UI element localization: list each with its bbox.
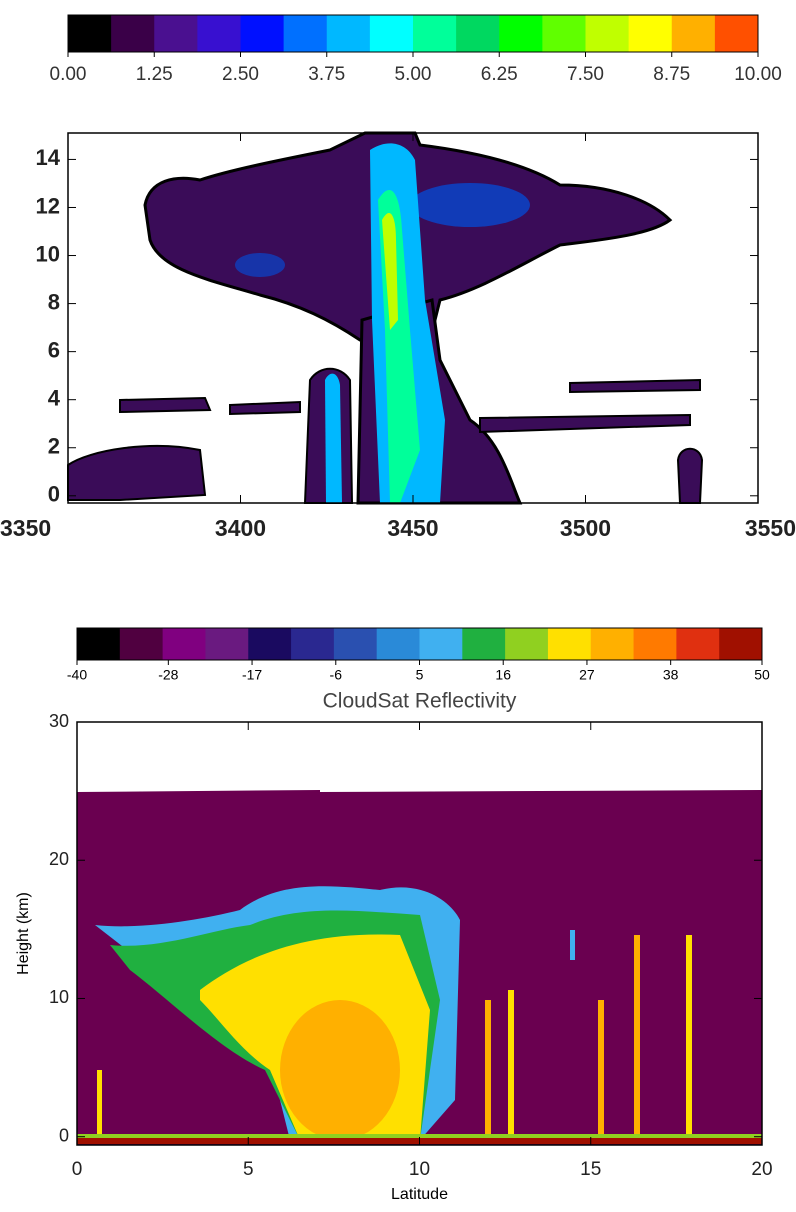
colorbar-swatch bbox=[505, 628, 549, 660]
colorbar-swatch bbox=[240, 15, 285, 52]
colorbar-tick-label: -6 bbox=[330, 667, 343, 683]
colorbar-swatch bbox=[628, 15, 673, 52]
y-tick-label: 0 bbox=[59, 1125, 69, 1145]
colorbar-swatch bbox=[248, 628, 292, 660]
y-tick-label: 0 bbox=[48, 482, 60, 507]
x-axis-label: Latitude bbox=[391, 1186, 448, 1203]
colorbar-swatch bbox=[283, 15, 328, 52]
colorbar-tick-label: 1.25 bbox=[136, 64, 173, 85]
colorbar-swatch bbox=[333, 628, 378, 660]
colorbar-tick-label: 16 bbox=[495, 667, 511, 683]
colorbar-tick-label: -40 bbox=[67, 667, 87, 683]
colorbar-tick-label: 6.25 bbox=[481, 64, 518, 85]
colorbar-tick-label: 5.00 bbox=[395, 64, 432, 85]
x-tick-label: 15 bbox=[580, 1159, 601, 1180]
colorbar-swatch bbox=[585, 15, 630, 52]
colorbar-swatch bbox=[671, 15, 716, 52]
x-tick-label: 3550 bbox=[745, 515, 796, 541]
y-tick-label: 6 bbox=[48, 337, 60, 362]
colorbar-swatch bbox=[547, 628, 592, 660]
x-tick-label: 5 bbox=[243, 1159, 254, 1180]
x-tick-label: 0 bbox=[72, 1159, 83, 1180]
colorbar-swatch bbox=[419, 628, 463, 660]
colorbar-tick-label: -28 bbox=[158, 667, 178, 683]
colorbar-tick-label: 27 bbox=[579, 667, 595, 683]
y-tick-label: 12 bbox=[36, 193, 60, 218]
x-tick-label: 3500 bbox=[560, 515, 611, 541]
colorbar-tick-label: 7.50 bbox=[567, 64, 604, 85]
colorbar-tick-label: 5 bbox=[416, 667, 424, 683]
y-tick-label: 30 bbox=[49, 711, 69, 731]
colorbar-tick-label: 2.50 bbox=[222, 64, 259, 85]
y-tick-label: 10 bbox=[49, 987, 69, 1007]
colorbar-tick-label: 0.00 bbox=[50, 64, 87, 85]
x-tick-label: 3450 bbox=[387, 515, 438, 541]
x-tick-label: 10 bbox=[409, 1159, 430, 1180]
y-axis-label: Height (km) bbox=[15, 892, 32, 975]
colorbar-swatch bbox=[197, 15, 241, 52]
colorbar-swatch bbox=[413, 15, 457, 52]
colorbar-tick-label: 3.75 bbox=[308, 64, 345, 85]
colorbar-swatch bbox=[291, 628, 335, 660]
colorbar-swatch bbox=[68, 15, 112, 52]
y-tick-label: 20 bbox=[49, 849, 69, 869]
colorbar-swatch bbox=[499, 15, 543, 52]
colorbar-swatch bbox=[714, 15, 759, 52]
x-tick-label: 3400 bbox=[215, 515, 266, 541]
y-tick-label: 2 bbox=[48, 434, 60, 459]
colorbar-tick-label: 38 bbox=[663, 667, 679, 683]
field-2 bbox=[77, 790, 762, 1145]
colorbar-tick-label: 10.00 bbox=[734, 64, 782, 85]
x-tick-label: 20 bbox=[751, 1159, 772, 1180]
y-tick-label: 8 bbox=[48, 289, 60, 314]
colorbar-swatch bbox=[77, 628, 121, 660]
colorbar-swatch bbox=[154, 15, 198, 52]
colorbar-swatch bbox=[456, 15, 500, 52]
colorbar-swatch bbox=[205, 628, 249, 660]
colorbar-swatch bbox=[462, 628, 506, 660]
y-tick-label: 14 bbox=[36, 145, 61, 170]
colorbar-swatch bbox=[119, 628, 164, 660]
colorbar-swatch bbox=[326, 15, 371, 52]
colorbar-swatch bbox=[676, 628, 720, 660]
colorbar-swatch bbox=[719, 628, 763, 660]
colorbar-tick-label: 8.75 bbox=[653, 64, 690, 85]
field-1 bbox=[67, 131, 704, 505]
colorbar-swatch bbox=[111, 15, 155, 52]
colorbar-swatch bbox=[542, 15, 586, 52]
colorbar-tick-label: 50 bbox=[754, 667, 770, 683]
colorbar-swatch bbox=[633, 628, 677, 660]
y-tick-label: 10 bbox=[36, 241, 60, 266]
colorbar-swatch bbox=[162, 628, 206, 660]
y-tick-label: 4 bbox=[48, 386, 61, 411]
colorbar-swatch bbox=[590, 628, 635, 660]
x-tick-label: 3350 bbox=[0, 515, 51, 541]
colorbar-swatch bbox=[369, 15, 414, 52]
colorbar-title: CloudSat Reflectivity bbox=[323, 690, 517, 713]
colorbar-swatch bbox=[376, 628, 420, 660]
colorbar-tick-label: -17 bbox=[242, 667, 262, 683]
